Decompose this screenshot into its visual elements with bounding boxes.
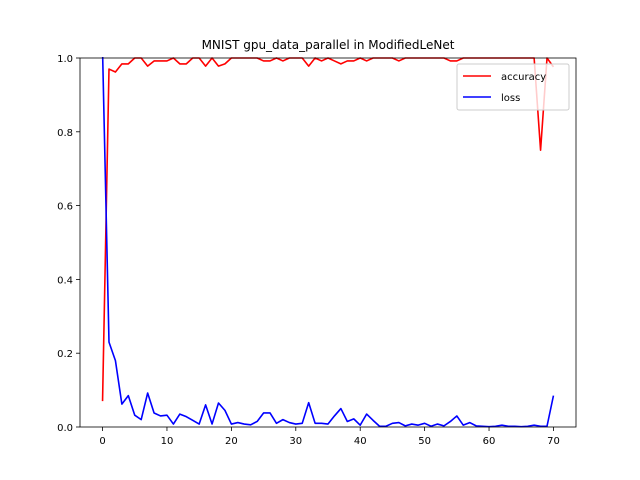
- axes-frame: [79, 57, 577, 428]
- series-line-loss: [101, 57, 555, 428]
- legend: accuracy loss: [456, 63, 570, 111]
- y-axis: 0.0 0.2 0.4 0.6 0.8 1.0: [57, 54, 80, 434]
- y-tick-label: 0.0: [57, 423, 73, 434]
- chart-title: MNIST gpu_data_parallel in ModifiedLeNet: [202, 38, 455, 52]
- y-tick-label: 1.0: [57, 54, 73, 65]
- legend-label-loss: loss: [501, 93, 520, 104]
- y-tick-label: 0.8: [57, 128, 73, 139]
- x-tick-label: 0: [99, 436, 105, 447]
- x-tick-label: 10: [161, 436, 174, 447]
- y-tick-label: 0.6: [57, 202, 73, 213]
- x-tick-label: 70: [547, 436, 560, 447]
- x-tick-label: 30: [289, 436, 302, 447]
- legend-label-accuracy: accuracy: [501, 72, 546, 83]
- x-tick-label: 20: [225, 436, 238, 447]
- x-tick-label: 60: [483, 436, 496, 447]
- x-tick-label: 40: [354, 436, 367, 447]
- y-tick-label: 0.4: [57, 275, 73, 286]
- x-tick-label: 50: [418, 436, 431, 447]
- x-axis: 0 10 20 30 40 50 60 70: [99, 427, 560, 447]
- y-tick-label: 0.2: [57, 349, 73, 360]
